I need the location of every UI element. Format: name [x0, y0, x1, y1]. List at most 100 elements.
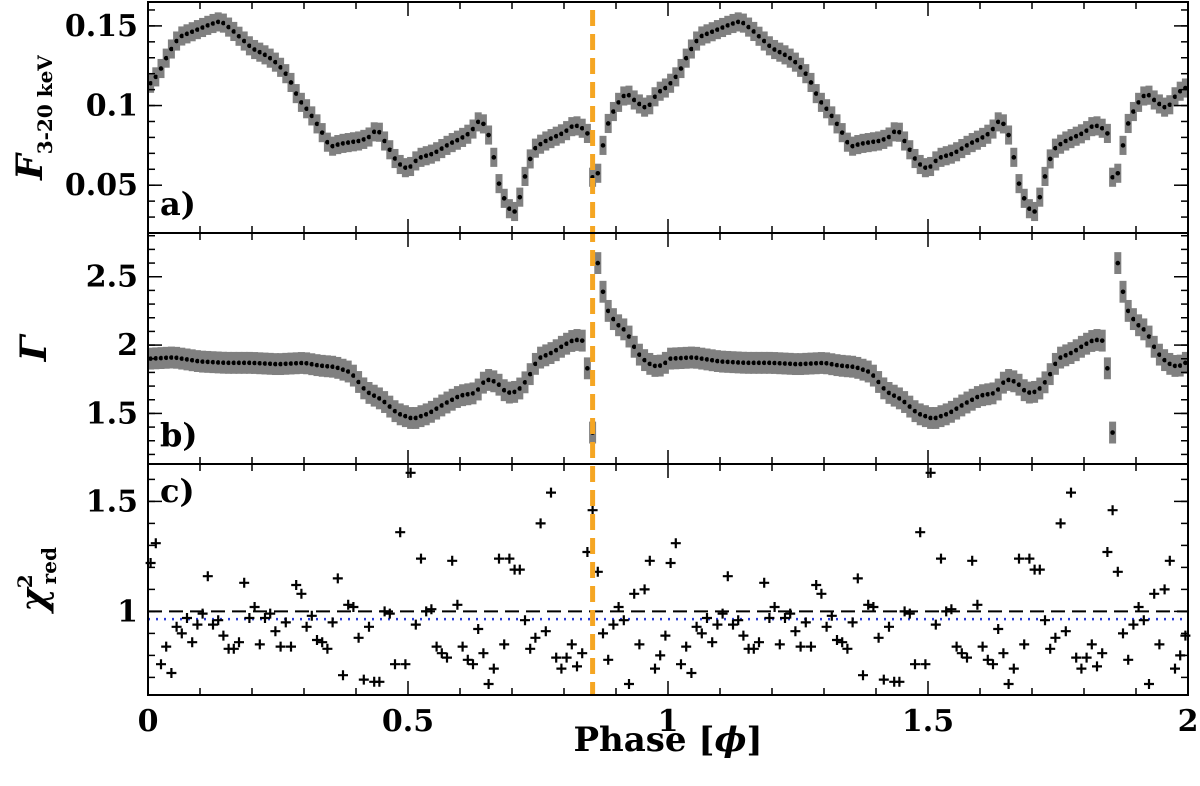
data-point: [299, 360, 304, 366]
data-point: [824, 361, 829, 366]
data-point: [236, 360, 242, 366]
chi-point: [1159, 584, 1170, 595]
chi-point: [353, 632, 364, 643]
data-point: [1042, 174, 1048, 179]
data-point: [813, 360, 819, 366]
chi-point: [280, 617, 291, 628]
data-point: [309, 113, 315, 119]
chi-point: [722, 571, 733, 582]
data-point: [481, 121, 486, 127]
chi-point: [707, 637, 718, 648]
data-point: [995, 387, 1001, 392]
data-point: [267, 361, 273, 367]
chi-point: [286, 641, 296, 652]
chi-point: [421, 606, 432, 617]
y-tick-label: 1: [117, 594, 138, 629]
data-point: [657, 88, 663, 94]
chi-point: [754, 637, 764, 648]
data-point: [845, 139, 850, 145]
data-point: [741, 20, 746, 26]
data-point: [1172, 94, 1178, 100]
data-point: [647, 102, 653, 108]
data-point: [678, 66, 684, 71]
chi-point: [364, 621, 374, 632]
data-point: [689, 46, 694, 52]
data-point: [319, 130, 325, 135]
chi-point: [1170, 663, 1180, 674]
data-point: [1151, 344, 1157, 350]
panel-frame-chi: [147, 463, 1189, 696]
chi-point: [941, 606, 952, 617]
chi-point: [540, 626, 551, 637]
data-point: [169, 355, 174, 360]
chi-point: [608, 619, 619, 630]
data-point: [985, 131, 991, 137]
chi-point: [785, 608, 796, 619]
chi-point: [660, 630, 671, 641]
chi-point: [967, 555, 978, 566]
y-axis-subscript: 3-20 keV: [33, 55, 57, 155]
data-point: [262, 361, 268, 366]
data-point: [1011, 379, 1017, 384]
chi-point: [400, 659, 411, 670]
data-point: [767, 43, 772, 49]
data-point: [304, 361, 309, 366]
data-point: [1047, 371, 1053, 377]
data-point: [189, 29, 195, 35]
data-point: [273, 59, 278, 65]
data-point: [756, 33, 762, 39]
data-point: [886, 390, 892, 396]
chi-point: [395, 527, 406, 538]
data-point: [548, 136, 554, 141]
data-point: [247, 43, 252, 49]
chi-point: [530, 632, 541, 643]
data-point: [777, 360, 783, 366]
data-point: [548, 350, 554, 356]
chi-point: [1034, 564, 1045, 575]
data-point: [694, 38, 699, 44]
data-point: [397, 162, 403, 167]
data-point: [829, 113, 835, 119]
data-point: [954, 406, 959, 411]
data-point: [735, 19, 741, 25]
data-point: [938, 155, 944, 160]
data-point: [616, 100, 621, 105]
chi-point: [837, 637, 848, 648]
chi-point: [312, 635, 322, 645]
data-point: [1136, 100, 1141, 105]
chi-point: [858, 670, 868, 681]
data-point: [512, 389, 517, 395]
x-tick-label: 2: [1178, 704, 1199, 739]
data-point: [1136, 322, 1141, 328]
chi-point: [832, 635, 842, 645]
data-point: [340, 367, 346, 372]
chi-point: [504, 553, 515, 564]
y-axis-symbol: F: [9, 152, 51, 181]
data-point: [247, 360, 252, 366]
data-point: [449, 140, 455, 145]
data-point: [241, 360, 247, 366]
data-point: [730, 21, 736, 26]
data-point: [205, 359, 211, 365]
data-point: [813, 91, 819, 96]
chi-point: [1008, 663, 1019, 674]
data-point: [1079, 344, 1084, 350]
x-tick-label: 1.5: [902, 704, 954, 739]
chi-point: [956, 648, 967, 659]
data-point: [1110, 430, 1115, 435]
data-point: [470, 391, 476, 396]
y-tick-label: 0.1: [86, 89, 138, 124]
chi-point: [1164, 555, 1175, 566]
data-point: [995, 119, 1001, 125]
data-point: [1094, 337, 1100, 343]
chi-point: [878, 674, 889, 685]
data-point: [1125, 308, 1131, 314]
panel-flux: [147, 12, 1189, 222]
chi-point: [873, 632, 884, 643]
data-point: [855, 142, 861, 147]
data-point: [423, 153, 429, 159]
data-point: [657, 363, 663, 368]
data-point: [1011, 155, 1017, 160]
data-point: [210, 21, 216, 26]
data-point: [351, 373, 356, 378]
